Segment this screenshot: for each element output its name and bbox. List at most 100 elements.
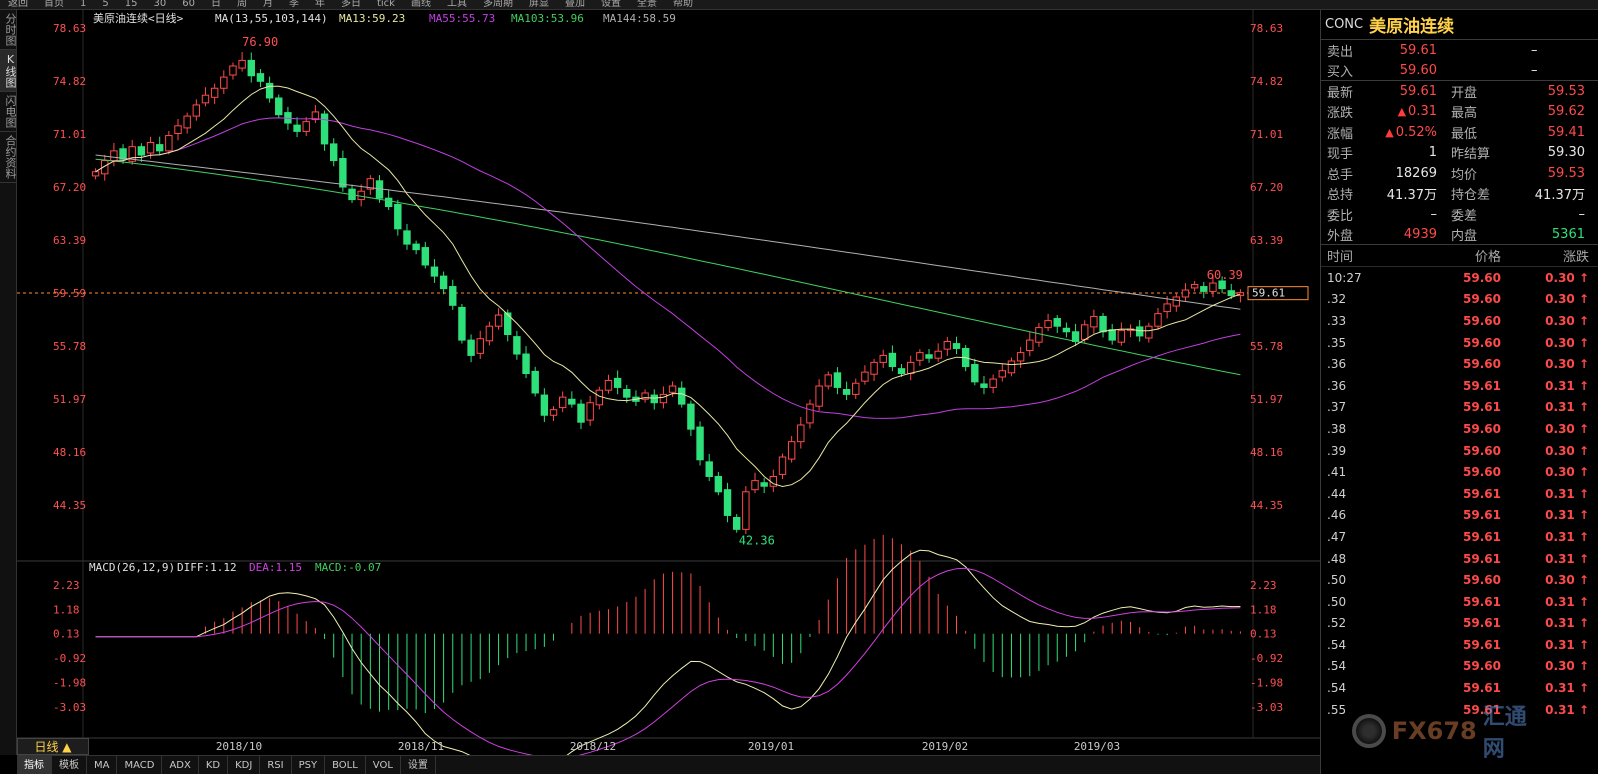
ma-legend: MA13:59.23	[339, 12, 405, 25]
tick-row: .55 59.61 0.31 ↑	[1321, 699, 1598, 721]
macd-tick-right: 0.13	[1250, 628, 1277, 641]
toolbar-item[interactable]: 叠加	[564, 0, 585, 9]
indicator-tab[interactable]: KD	[199, 755, 229, 774]
tick-change-text: 0.31	[1545, 529, 1575, 544]
high-annotation: 76.90	[242, 35, 278, 49]
toolbar-item[interactable]: 60	[182, 0, 195, 9]
tick-time: .39	[1327, 443, 1347, 458]
quote-value: 59.41	[1547, 124, 1585, 140]
view-tab-0[interactable]: 分时图	[0, 10, 17, 50]
toolbar-item[interactable]: 工具	[446, 0, 467, 9]
tick-change-text: 0.30	[1545, 573, 1575, 588]
toolbar-item[interactable]: 日	[210, 0, 221, 9]
macd-tick-left: 0.13	[53, 628, 80, 641]
indicator-tab[interactable]: MA	[87, 755, 118, 774]
quote-value: ▲ 0.31	[1361, 104, 1441, 119]
toolbar-item[interactable]: 季	[288, 0, 299, 9]
quote-label: 昨结算	[1451, 147, 1491, 163]
toolbar-item[interactable]: 首页	[44, 0, 64, 9]
candle-body	[925, 354, 933, 359]
up-arrow-icon: ↑	[1574, 616, 1589, 631]
toolbar-item[interactable]: 30	[153, 0, 167, 9]
indicator-tab[interactable]: 指标	[17, 755, 52, 774]
tick-row: .38 59.60 0.30 ↑	[1321, 418, 1598, 440]
candle-body	[742, 491, 750, 530]
tick-price: 59.61	[1463, 594, 1501, 609]
indicator-tab[interactable]: BOLL	[325, 755, 366, 774]
toolbar-item[interactable]: 多日	[340, 0, 361, 9]
toolbar-item[interactable]: 5	[102, 0, 109, 9]
tick-row: .35 59.60 0.30 ↑	[1321, 332, 1598, 354]
tick-change: 0.31 ↑	[1501, 530, 1593, 544]
toolbar-item[interactable]: 多周期	[482, 0, 513, 9]
toolbar-item[interactable]: 1	[80, 0, 87, 9]
ma144-line	[95, 154, 1241, 310]
macd-tick-right: 2.23	[1250, 579, 1277, 592]
up-arrow-icon: ↑	[1574, 335, 1589, 350]
tick-change: 0.30 ↑	[1501, 465, 1593, 479]
tick-price: 59.61	[1463, 551, 1501, 566]
toolbar-item[interactable]: 月	[262, 0, 273, 9]
quote-label: 委比	[1327, 208, 1354, 224]
view-tab-3[interactable]: 合约资料	[0, 132, 17, 183]
last-price-box	[1247, 286, 1309, 301]
x-axis-label: 2018/12	[570, 740, 616, 753]
kline-chart[interactable]: 78.63 78.63 74.82 74.82 71.01 71.01 67.20 67.20…	[17, 10, 1320, 755]
toolbar-item[interactable]: 年	[314, 0, 325, 9]
candle-body	[971, 363, 979, 383]
price-tick-left: 74.82	[53, 75, 86, 88]
toolbar-item[interactable]: 屏显	[528, 0, 549, 9]
toolbar-item[interactable]: 周	[236, 0, 247, 9]
bid-volume: –	[1531, 62, 1538, 78]
candle-body	[549, 409, 558, 416]
up-arrow-icon: ↑	[1574, 378, 1589, 393]
indicator-tab[interactable]: 模板	[52, 755, 87, 774]
candle-body	[595, 389, 604, 406]
tick-price: 59.60	[1463, 335, 1501, 350]
toolbar-item[interactable]: tick	[376, 0, 395, 9]
indicator-tab[interactable]: ADX	[162, 755, 199, 774]
candle-body	[1071, 331, 1080, 343]
quote-value: ▲ 0.52%	[1361, 125, 1441, 140]
watermark-logo: FX678 汇通网	[1352, 705, 1548, 762]
view-tab-2[interactable]: 闪电图	[0, 92, 17, 132]
quote-value: 1	[1361, 145, 1441, 160]
indicator-tab[interactable]: 设置	[401, 755, 436, 774]
toolbar-item[interactable]: 设置	[600, 0, 621, 9]
toolbar-item[interactable]: 帮助	[672, 0, 693, 9]
quote-value: 4939	[1361, 227, 1441, 242]
toolbar-item[interactable]: 返回	[8, 0, 28, 9]
indicator-tab[interactable]: PSY	[292, 755, 326, 774]
indicator-tab[interactable]: RSI	[260, 755, 292, 774]
quote-value: 59.62	[1547, 104, 1585, 120]
macd-tick-left: -3.03	[53, 701, 86, 714]
indicator-tab[interactable]: MACD	[117, 755, 163, 774]
tick-change-text: 0.30	[1545, 659, 1575, 674]
candle-body	[357, 190, 365, 201]
toolbar-item[interactable]: 画线	[410, 0, 431, 9]
tick-change-text: 0.30	[1545, 292, 1575, 307]
candle-body	[403, 230, 411, 245]
quote-value-text: 1	[1428, 145, 1437, 161]
tick-time: .41	[1327, 465, 1347, 480]
tick-change-text: 0.31	[1545, 616, 1575, 631]
candle-body	[1209, 282, 1217, 292]
toolbar-item[interactable]: 15	[124, 0, 138, 9]
candle-body	[787, 441, 796, 460]
candle-body	[293, 124, 301, 132]
indicator-tab[interactable]: VOL	[366, 755, 401, 774]
candle-body	[430, 266, 439, 277]
tick-change: 0.31 ↑	[1501, 616, 1593, 630]
tick-row: .48 59.61 0.31 ↑	[1321, 548, 1598, 570]
view-tab-1[interactable]: K线图	[0, 50, 17, 92]
candle-body	[613, 377, 622, 388]
ma-legend: MA144:58.59	[603, 12, 676, 25]
quote-row: 委比 – 委差 –	[1321, 204, 1598, 225]
candle-body	[421, 247, 429, 266]
indicator-tab[interactable]: KDJ	[228, 755, 261, 774]
toolbar-item[interactable]: 全景	[636, 0, 657, 9]
candle-body	[210, 87, 219, 98]
tick-change-text: 0.30	[1545, 313, 1575, 328]
period-button[interactable]: 日线 ▲	[17, 738, 89, 755]
price-tick-right: 48.16	[1250, 446, 1283, 459]
